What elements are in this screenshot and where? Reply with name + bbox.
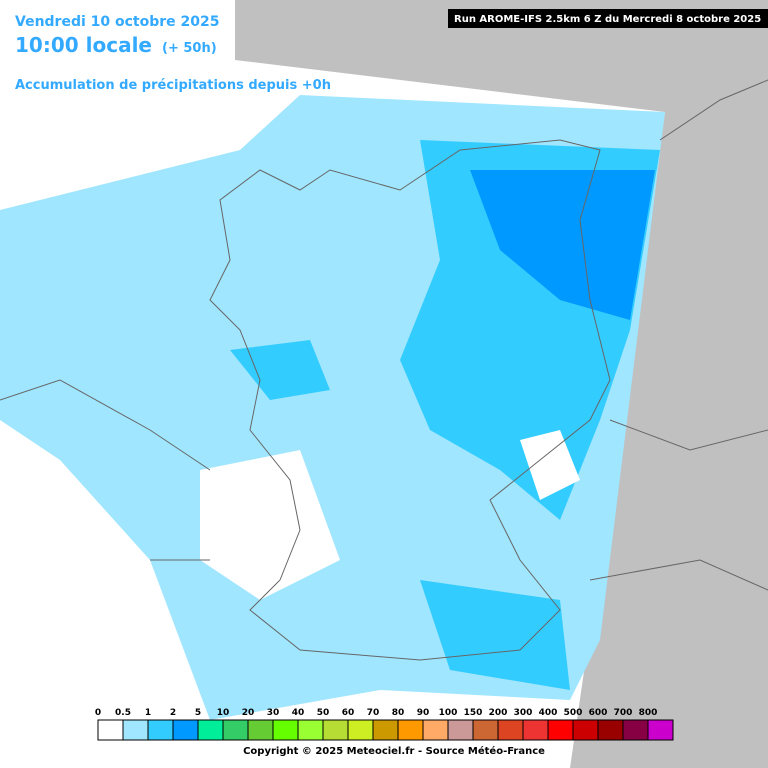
legend-swatch bbox=[622, 719, 649, 741]
legend-swatch bbox=[522, 719, 549, 741]
legend-swatch bbox=[97, 719, 124, 741]
legend-label: 80 bbox=[392, 708, 405, 718]
legend-swatch bbox=[197, 719, 224, 741]
precip-moderate bbox=[420, 580, 570, 690]
precipitation-field bbox=[0, 95, 665, 720]
run-box bbox=[448, 9, 768, 28]
legend-label: 60 bbox=[342, 708, 355, 718]
legend-label: 150 bbox=[464, 708, 483, 718]
borders bbox=[0, 79, 768, 661]
legend-swatch bbox=[347, 719, 374, 741]
legend-swatch bbox=[647, 719, 674, 741]
legend-label: 70 bbox=[367, 708, 380, 718]
product-title: Accumulation de précipitations depuis +0… bbox=[15, 78, 331, 93]
legend-swatch bbox=[422, 719, 449, 741]
legend-swatch bbox=[122, 719, 149, 741]
legend-label: 50 bbox=[317, 708, 330, 718]
legend-label: 30 bbox=[267, 708, 280, 718]
legend-label: 90 bbox=[417, 708, 430, 718]
country-border bbox=[209, 139, 611, 661]
legend-label: 600 bbox=[589, 708, 608, 718]
legend-swatch bbox=[547, 719, 574, 741]
legend-label: 0.5 bbox=[115, 708, 131, 718]
legend-label: 400 bbox=[539, 708, 558, 718]
legend-label: 1 bbox=[145, 708, 151, 718]
legend-swatch bbox=[172, 719, 199, 741]
legend-label: 200 bbox=[489, 708, 508, 718]
copyright: Copyright © 2025 Meteociel.fr - Source M… bbox=[243, 745, 545, 757]
legend-label: 2 bbox=[170, 708, 176, 718]
legend-swatch bbox=[597, 719, 624, 741]
legend-label: 700 bbox=[614, 708, 633, 718]
legend-swatch bbox=[497, 719, 524, 741]
precip-heavy bbox=[470, 170, 655, 320]
legend-swatch bbox=[222, 719, 249, 741]
legend-label: 10 bbox=[217, 708, 230, 718]
legend-swatch bbox=[447, 719, 474, 741]
precip-moderate bbox=[230, 340, 330, 400]
run-info: Run AROME-IFS 2.5km 6 Z du Mercredi 8 oc… bbox=[454, 14, 761, 25]
legend-label: 300 bbox=[514, 708, 533, 718]
legend-swatch bbox=[572, 719, 599, 741]
forecast-time: 10:00 locale bbox=[15, 33, 152, 57]
legend-swatch bbox=[247, 719, 274, 741]
legend-swatch bbox=[297, 719, 324, 741]
legend-label: 100 bbox=[439, 708, 458, 718]
forecast-date: Vendredi 10 octobre 2025 bbox=[15, 14, 220, 30]
legend: 0 0.5 1 2 5 10 20 30 40 50 60 70 80 90 100 150 200 300 400… bbox=[95, 708, 674, 741]
dry-patch bbox=[200, 450, 340, 600]
legend-label: 0 bbox=[95, 708, 101, 718]
dry-patch bbox=[520, 430, 580, 500]
legend-label: 500 bbox=[564, 708, 583, 718]
legend-swatch bbox=[272, 719, 299, 741]
legend-label: 800 bbox=[639, 708, 658, 718]
legend-swatch bbox=[322, 719, 349, 741]
legend-swatch bbox=[372, 719, 399, 741]
forecast-lead: (+ 50h) bbox=[162, 41, 217, 56]
legend-swatch bbox=[147, 719, 174, 741]
legend-label: 5 bbox=[195, 708, 201, 718]
legend-label: 20 bbox=[242, 708, 255, 718]
legend-label: 40 bbox=[292, 708, 305, 718]
legend-swatch bbox=[472, 719, 499, 741]
country-border bbox=[0, 79, 768, 591]
legend-swatch bbox=[397, 719, 424, 741]
